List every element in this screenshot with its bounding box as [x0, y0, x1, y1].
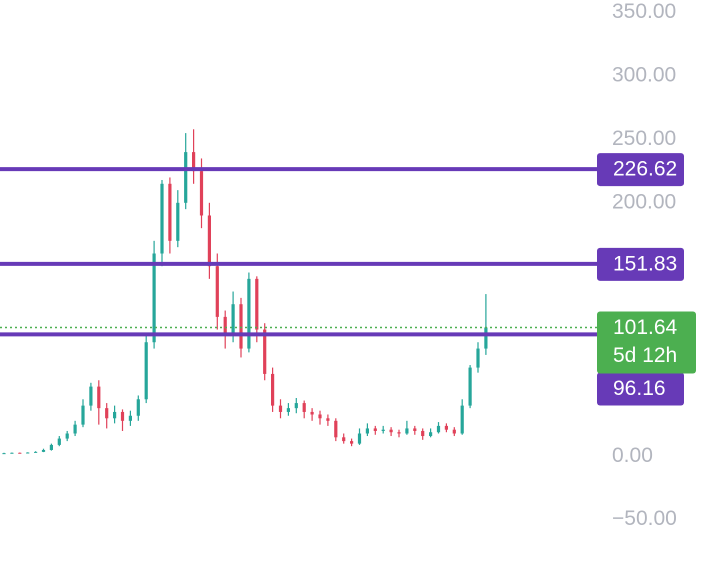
candle-body — [136, 399, 140, 416]
candle-body — [26, 452, 30, 454]
candle-body — [49, 444, 53, 450]
candle-body — [41, 449, 46, 452]
candle-body — [365, 428, 369, 434]
level-label-box — [597, 247, 684, 281]
level-label: 151.83 — [613, 252, 677, 275]
candle-body — [373, 428, 377, 431]
candle-body — [184, 152, 188, 203]
candle-body — [342, 437, 346, 442]
candle-body — [89, 386, 93, 406]
candle-body — [397, 432, 401, 434]
candle-body — [476, 348, 480, 368]
candle-body — [357, 433, 362, 444]
candle-body — [271, 373, 275, 406]
candle-body — [10, 452, 14, 454]
countdown-label: 5d 12h — [613, 344, 677, 367]
candle-body — [460, 405, 464, 434]
candle-body — [468, 367, 472, 406]
last-price-box — [597, 311, 696, 374]
candle-body — [334, 420, 338, 438]
y-tick-label: 250.00 — [612, 127, 676, 150]
candle-body — [413, 428, 417, 431]
candle-body — [34, 451, 38, 453]
candle-body — [223, 316, 227, 336]
candle-body — [429, 432, 433, 437]
candle-body — [128, 415, 132, 421]
candle-body — [263, 329, 267, 374]
candle-body — [152, 253, 156, 343]
candle-body — [192, 152, 196, 172]
candle-body — [310, 411, 314, 415]
candle-body — [436, 425, 441, 433]
candle-body — [81, 405, 85, 425]
y-tick-label: −50.00 — [612, 507, 677, 530]
candle-body — [65, 433, 69, 439]
candle-body — [484, 327, 488, 349]
candle-body — [239, 304, 243, 349]
level-label-box — [597, 153, 684, 187]
candle-body — [302, 403, 306, 412]
candle-body — [120, 411, 125, 421]
candle-body — [176, 202, 180, 241]
candle-body — [231, 304, 235, 336]
level-label: 96.16 — [613, 377, 666, 400]
candle-body — [97, 386, 101, 409]
candle-body — [286, 408, 290, 412]
candle-body — [452, 429, 456, 434]
candle-body — [278, 405, 283, 412]
candle-body — [421, 430, 425, 437]
candle-body — [18, 452, 22, 454]
level-label-box — [597, 372, 684, 406]
candle-body — [294, 403, 298, 409]
candle-body — [405, 428, 409, 434]
candle-body — [207, 215, 211, 267]
candle-body — [326, 418, 330, 421]
candle-body — [215, 266, 219, 317]
y-tick-label: 350.00 — [612, 0, 676, 23]
candle-body — [168, 183, 172, 241]
candle-body — [389, 429, 393, 433]
y-tick-label: 0.00 — [612, 444, 653, 467]
candle-body — [57, 438, 61, 445]
y-tick-label: 200.00 — [612, 190, 676, 213]
level-label: 226.62 — [613, 158, 677, 181]
candle-body — [144, 342, 148, 400]
candle-body — [247, 278, 251, 349]
candle-body — [350, 441, 354, 444]
candle-body — [199, 171, 204, 216]
candle-body — [318, 414, 322, 419]
y-tick-label: 300.00 — [612, 64, 676, 87]
candle-body — [73, 424, 77, 434]
candle-body — [113, 411, 117, 419]
candle-body — [160, 183, 164, 254]
candle-body — [105, 408, 109, 419]
last-price-label: 101.64 — [613, 316, 678, 339]
candle-body — [255, 278, 259, 330]
candle-body — [444, 425, 448, 430]
candle-body — [2, 453, 6, 455]
candle-body — [381, 429, 385, 431]
